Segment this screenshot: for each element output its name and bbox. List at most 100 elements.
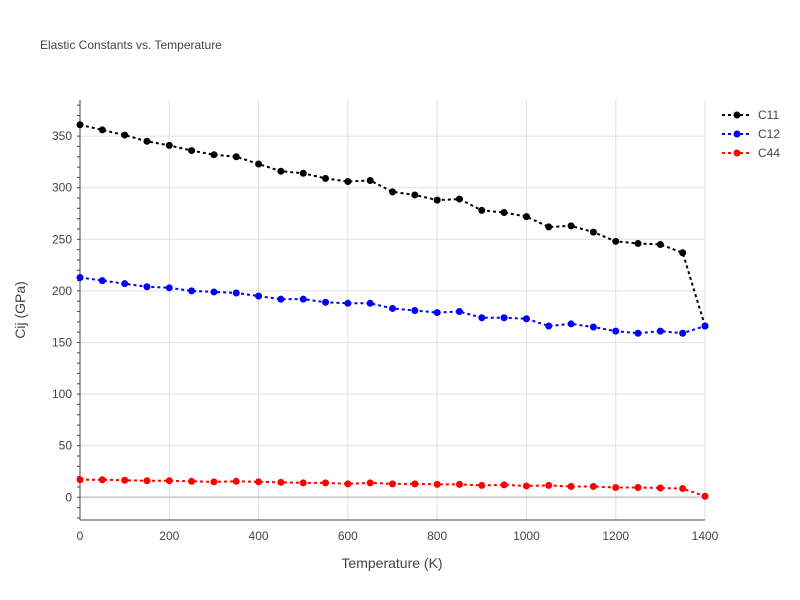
data-point-c12[interactable]: [455, 308, 463, 316]
data-point-c12[interactable]: [277, 295, 285, 303]
data-point-c11[interactable]: [322, 174, 330, 182]
data-point-c44[interactable]: [589, 482, 597, 490]
data-point-c44[interactable]: [210, 478, 218, 486]
data-point-c11[interactable]: [188, 147, 196, 155]
data-point-c11[interactable]: [121, 131, 129, 139]
data-point-c12[interactable]: [567, 320, 575, 328]
legend-item-c11[interactable]: C11: [722, 108, 779, 122]
data-point-c11[interactable]: [433, 196, 441, 204]
data-point-c11[interactable]: [165, 141, 173, 149]
data-point-c44[interactable]: [411, 480, 419, 488]
legend[interactable]: C11 C12 C44: [722, 108, 780, 160]
data-point-c11[interactable]: [389, 188, 396, 196]
data-point-c44[interactable]: [656, 484, 664, 492]
data-point-c44[interactable]: [500, 481, 508, 489]
data-point-c12[interactable]: [232, 289, 240, 297]
data-point-c12[interactable]: [121, 280, 129, 288]
data-point-c44[interactable]: [322, 479, 330, 487]
data-point-c11[interactable]: [589, 228, 597, 236]
data-point-c12[interactable]: [165, 284, 173, 292]
data-point-c11[interactable]: [656, 240, 664, 248]
data-point-c12[interactable]: [255, 292, 263, 300]
data-point-c44[interactable]: [455, 480, 463, 488]
data-point-c11[interactable]: [545, 223, 553, 231]
data-point-c44[interactable]: [522, 482, 530, 490]
data-point-c11[interactable]: [478, 206, 486, 214]
data-point-c11[interactable]: [612, 237, 620, 245]
data-point-c12[interactable]: [411, 307, 419, 315]
data-point-c11[interactable]: [567, 222, 575, 230]
data-point-c44[interactable]: [299, 479, 307, 487]
data-point-c44[interactable]: [366, 479, 374, 487]
data-point-c12[interactable]: [679, 329, 687, 337]
legend-swatch-marker: [733, 130, 741, 138]
data-point-c12[interactable]: [500, 314, 508, 322]
x-tick-label: 400: [249, 529, 269, 543]
data-point-c44[interactable]: [701, 492, 709, 500]
data-point-c44[interactable]: [143, 477, 151, 485]
data-point-c11[interactable]: [98, 126, 106, 134]
y-tick-label: 250: [52, 232, 72, 246]
data-point-c12[interactable]: [656, 327, 664, 335]
data-point-c11[interactable]: [299, 169, 307, 177]
data-point-c12[interactable]: [299, 295, 307, 303]
data-point-c11[interactable]: [277, 167, 285, 175]
data-point-c12[interactable]: [366, 299, 374, 307]
data-point-c11[interactable]: [679, 249, 687, 257]
data-point-c44[interactable]: [344, 480, 352, 488]
legend-item-c12[interactable]: C12: [722, 127, 780, 141]
y-axis-title: Cij (GPa): [12, 281, 28, 339]
data-point-c12[interactable]: [188, 287, 196, 295]
data-point-c44[interactable]: [277, 478, 285, 486]
legend-item-c44[interactable]: C44: [722, 146, 780, 160]
data-point-c44[interactable]: [255, 478, 263, 486]
legend-swatch-marker: [733, 149, 741, 157]
data-point-c11[interactable]: [143, 137, 151, 145]
data-point-c11[interactable]: [210, 151, 218, 159]
data-point-c11[interactable]: [344, 178, 352, 186]
data-point-c44[interactable]: [433, 480, 441, 488]
x-tick-label: 1400: [692, 529, 719, 543]
data-point-c44[interactable]: [76, 476, 84, 484]
data-point-c12[interactable]: [322, 298, 330, 306]
data-point-c12[interactable]: [634, 329, 642, 337]
data-point-c44[interactable]: [121, 476, 129, 484]
data-point-c12[interactable]: [701, 322, 709, 330]
data-point-c44[interactable]: [634, 483, 642, 491]
data-point-c12[interactable]: [589, 323, 597, 331]
data-point-c11[interactable]: [255, 160, 263, 168]
data-point-c44[interactable]: [545, 481, 553, 489]
data-point-c11[interactable]: [455, 195, 463, 203]
data-point-c44[interactable]: [478, 481, 486, 489]
data-point-c12[interactable]: [143, 283, 151, 291]
axes: 0 200 400 600 800 1000 1200 1400 0 50 100 150 200 250…: [52, 100, 719, 543]
data-point-c44[interactable]: [188, 477, 196, 485]
data-point-c11[interactable]: [76, 121, 84, 129]
data-point-c11[interactable]: [232, 153, 240, 161]
data-point-c12[interactable]: [344, 299, 352, 307]
data-point-c44[interactable]: [389, 480, 396, 488]
data-point-c12[interactable]: [612, 327, 620, 335]
legend-label: C44: [758, 146, 780, 160]
data-point-c11[interactable]: [634, 239, 642, 247]
data-point-c11[interactable]: [366, 176, 374, 184]
data-point-c12[interactable]: [545, 322, 553, 330]
data-point-c12[interactable]: [389, 304, 396, 312]
data-point-c44[interactable]: [679, 485, 687, 493]
data-point-c44[interactable]: [567, 482, 575, 490]
data-point-c12[interactable]: [210, 288, 218, 296]
data-point-c44[interactable]: [612, 483, 620, 491]
data-point-c44[interactable]: [165, 477, 173, 485]
data-point-c11[interactable]: [500, 208, 508, 216]
data-point-c44[interactable]: [98, 476, 106, 484]
data-point-c12[interactable]: [433, 309, 441, 317]
data-point-c11[interactable]: [522, 213, 530, 221]
y-tick-label: 350: [52, 129, 72, 143]
data-point-c12[interactable]: [98, 277, 106, 285]
data-point-c12[interactable]: [76, 273, 84, 281]
data-point-c12[interactable]: [522, 315, 530, 323]
data-point-c11[interactable]: [411, 191, 419, 199]
data-point-c44[interactable]: [232, 477, 240, 485]
data-point-c12[interactable]: [478, 314, 486, 322]
